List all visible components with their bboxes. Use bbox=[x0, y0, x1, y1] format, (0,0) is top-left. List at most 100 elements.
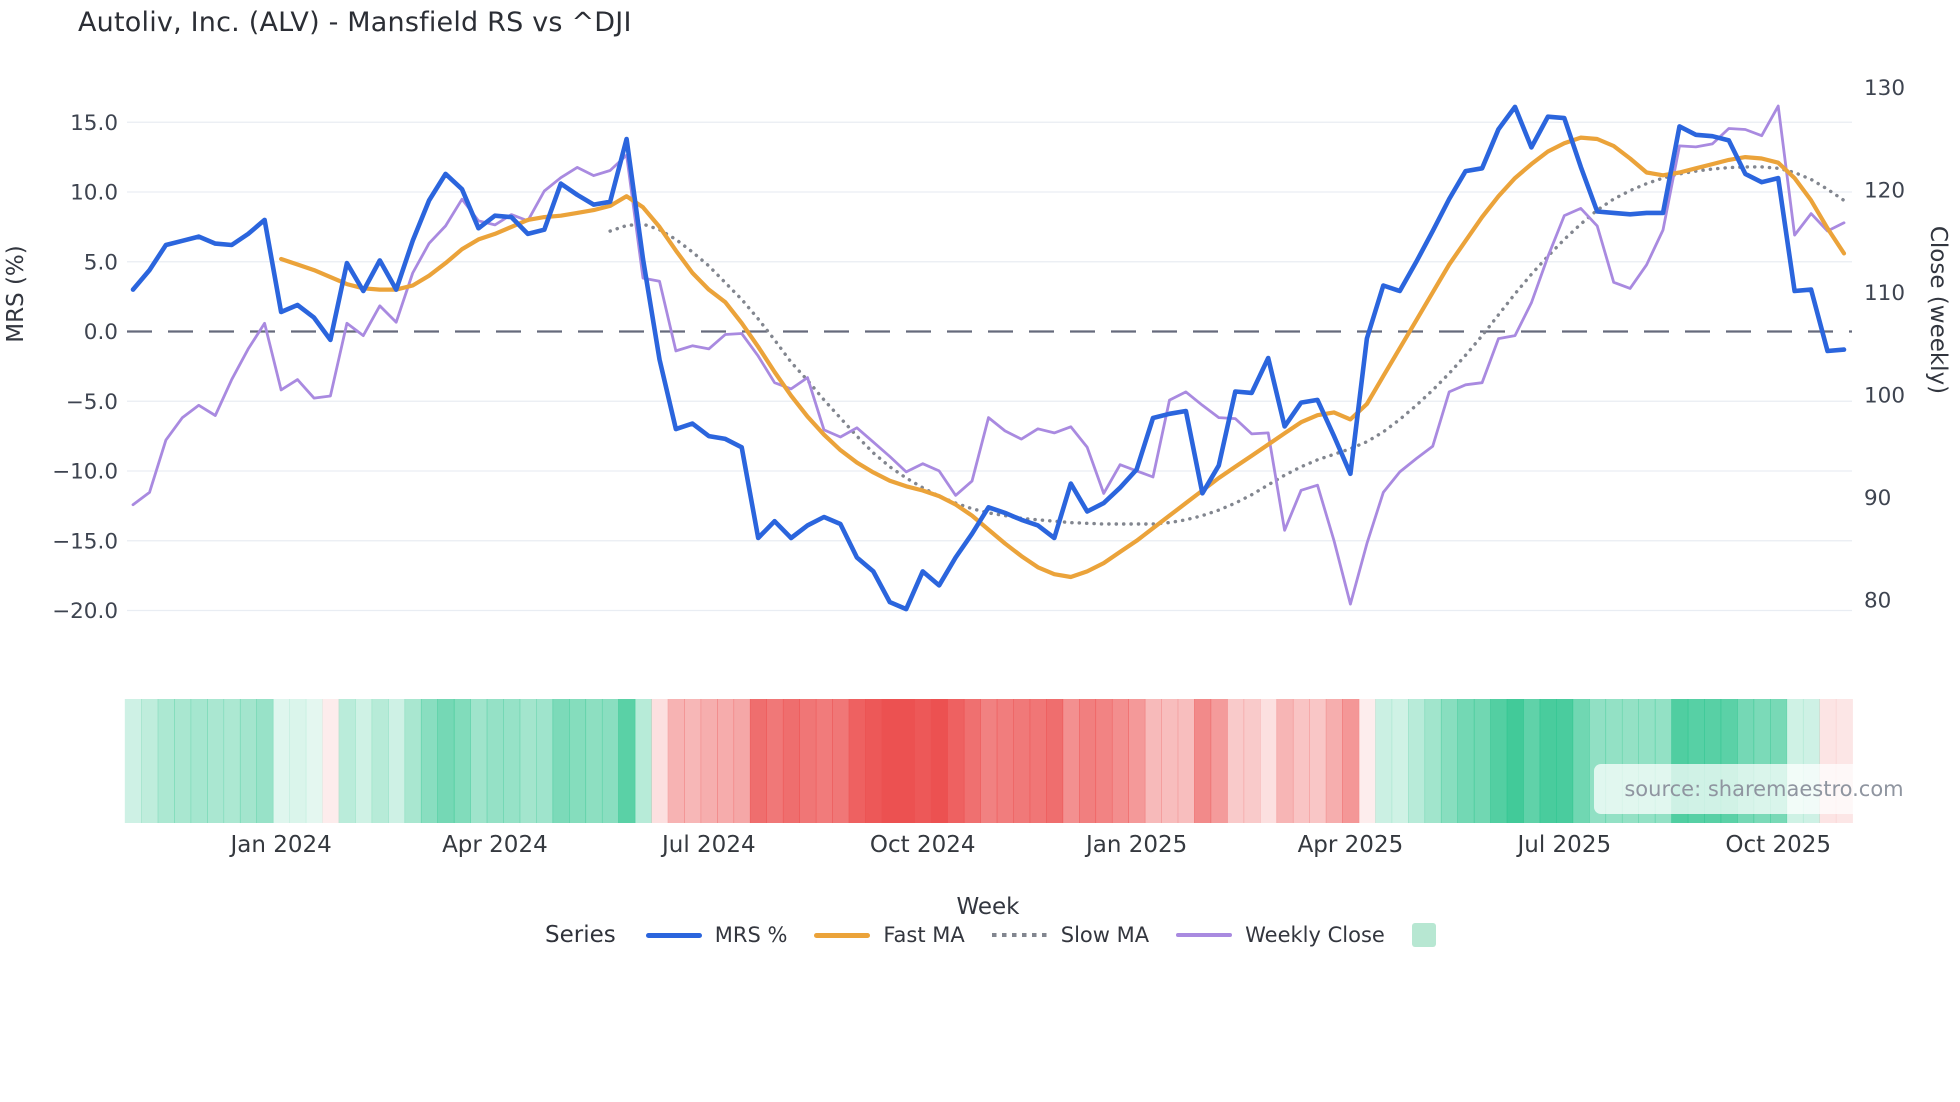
heatmap-cell bbox=[190, 699, 208, 823]
heatmap-cell bbox=[1490, 699, 1508, 823]
heatmap-cell bbox=[930, 699, 948, 823]
legend-item-fast-ma: Fast MA bbox=[814, 923, 965, 947]
chart-title: Autoliv, Inc. (ALV) - Mansfield RS vs ^D… bbox=[78, 7, 632, 38]
heatmap-cell bbox=[470, 699, 488, 823]
legend-label: MRS % bbox=[714, 923, 788, 947]
heatmap-cell bbox=[1111, 699, 1129, 823]
y-axis-left-title: MRS (%) bbox=[3, 245, 29, 343]
heatmap-cell bbox=[437, 699, 455, 823]
heatmap-cell bbox=[1440, 699, 1458, 823]
heatmap-cell bbox=[1457, 699, 1475, 823]
heatmap-cell bbox=[388, 699, 406, 823]
y-left-tick-label: 0.0 bbox=[84, 320, 118, 345]
x-tick-label: Apr 2024 bbox=[442, 832, 548, 858]
legend-item-mrs-: MRS % bbox=[645, 923, 788, 947]
heatmap-cell bbox=[1292, 699, 1310, 823]
heatmap-cell bbox=[799, 699, 817, 823]
heatmap-cell bbox=[519, 699, 537, 823]
heatmap-cell bbox=[272, 699, 290, 823]
y-right-tick-label: 130 bbox=[1864, 76, 1905, 101]
heatmap-cell bbox=[684, 699, 702, 823]
y-right-tick-label: 100 bbox=[1864, 384, 1905, 409]
heatmap-cell bbox=[832, 699, 850, 823]
series-line-weekly-close bbox=[131, 104, 1846, 606]
heatmap-cell bbox=[141, 699, 159, 823]
heatmap-cell bbox=[1276, 699, 1294, 823]
heatmap-cell bbox=[1095, 699, 1113, 823]
heatmap-cell bbox=[1539, 699, 1557, 823]
y-left-tick-label: −15.0 bbox=[52, 529, 118, 554]
heatmap-cell bbox=[322, 699, 340, 823]
legend-swatch-weekly-close-icon bbox=[1176, 933, 1233, 937]
y-left-tick-label: −10.0 bbox=[52, 460, 118, 485]
heatmap-cell bbox=[1013, 699, 1031, 823]
heatmap-cell bbox=[207, 699, 225, 823]
heatmap-cell bbox=[766, 699, 784, 823]
legend-items: MRS % Fast MA Slow MA Weekly Close bbox=[645, 923, 1476, 947]
x-tick-label: Jul 2025 bbox=[1515, 832, 1611, 858]
heatmap-cell bbox=[898, 699, 916, 823]
heatmap-cell bbox=[1408, 699, 1426, 823]
series-line-slow-ma bbox=[608, 165, 1846, 526]
heatmap-cell bbox=[1523, 699, 1541, 823]
legend-item-heatmap bbox=[1411, 923, 1449, 947]
heatmap-cell bbox=[1079, 699, 1097, 823]
heatmap-cell bbox=[700, 699, 718, 823]
heatmap-cell bbox=[848, 699, 866, 823]
legend-item-slow-ma: Slow MA bbox=[991, 923, 1150, 947]
y-left-tick-label: 15.0 bbox=[70, 111, 118, 136]
heatmap-cell bbox=[1309, 699, 1327, 823]
legend-swatch-heatmap-icon bbox=[1411, 923, 1436, 947]
x-axis-title: Week bbox=[956, 894, 1020, 920]
heatmap-cell bbox=[1556, 699, 1574, 823]
heatmap-cell bbox=[355, 699, 373, 823]
heatmap-cell bbox=[601, 699, 619, 823]
heatmap-cell bbox=[371, 699, 389, 823]
heatmap-cell bbox=[1473, 699, 1491, 823]
y-left-tick-label: −5.0 bbox=[66, 390, 118, 415]
y-left-tick-label: −20.0 bbox=[52, 599, 118, 624]
heatmap-cell bbox=[1424, 699, 1442, 823]
heatmap-cell bbox=[634, 699, 652, 823]
y-right-tick-label: 90 bbox=[1864, 486, 1891, 511]
heatmap-cell bbox=[420, 699, 438, 823]
legend-swatch-mrs--icon bbox=[645, 932, 702, 938]
x-tick-label: Oct 2024 bbox=[870, 832, 976, 858]
legend-label: Fast MA bbox=[883, 923, 965, 947]
heatmap-cell bbox=[667, 699, 685, 823]
heatmap-cell bbox=[651, 699, 669, 823]
heatmap-cell bbox=[980, 699, 998, 823]
heatmap-cell bbox=[914, 699, 932, 823]
legend-label: Slow MA bbox=[1060, 923, 1150, 947]
series-line-fast-ma bbox=[279, 135, 1847, 580]
heatmap-cell bbox=[1358, 699, 1376, 823]
x-tick-label: Jan 2025 bbox=[1084, 832, 1187, 858]
legend-swatch-slow-ma-icon bbox=[991, 932, 1048, 938]
source-watermark: source: sharemaestro.com bbox=[1594, 764, 1934, 814]
heatmap-cell bbox=[289, 699, 307, 823]
legend-label: Weekly Close bbox=[1245, 923, 1385, 947]
heatmap-cell bbox=[239, 699, 257, 823]
y-left-tick-label: 10.0 bbox=[70, 181, 118, 206]
y-axis-right-title: Close (weekly) bbox=[1925, 225, 1951, 395]
heatmap-cell bbox=[1062, 699, 1080, 823]
heatmap-cell bbox=[618, 699, 636, 823]
y-left-tick-label: 5.0 bbox=[84, 250, 118, 275]
heatmap-cell bbox=[453, 699, 471, 823]
heatmap-cell bbox=[157, 699, 175, 823]
heatmap-cell bbox=[536, 699, 554, 823]
heatmap-cell bbox=[749, 699, 767, 823]
heatmap-cell bbox=[552, 699, 570, 823]
heatmap-cell bbox=[338, 699, 356, 823]
heatmap-cell bbox=[1144, 699, 1162, 823]
heatmap-cell bbox=[1391, 699, 1409, 823]
heatmap-cell bbox=[503, 699, 521, 823]
heatmap-cell bbox=[1260, 699, 1278, 823]
heatmap-cell bbox=[256, 699, 274, 823]
heatmap-cell bbox=[1342, 699, 1360, 823]
y-right-tick-label: 80 bbox=[1864, 589, 1891, 614]
heatmap-cell bbox=[305, 699, 323, 823]
heatmap-cell bbox=[569, 699, 587, 823]
heatmap-cell bbox=[585, 699, 603, 823]
